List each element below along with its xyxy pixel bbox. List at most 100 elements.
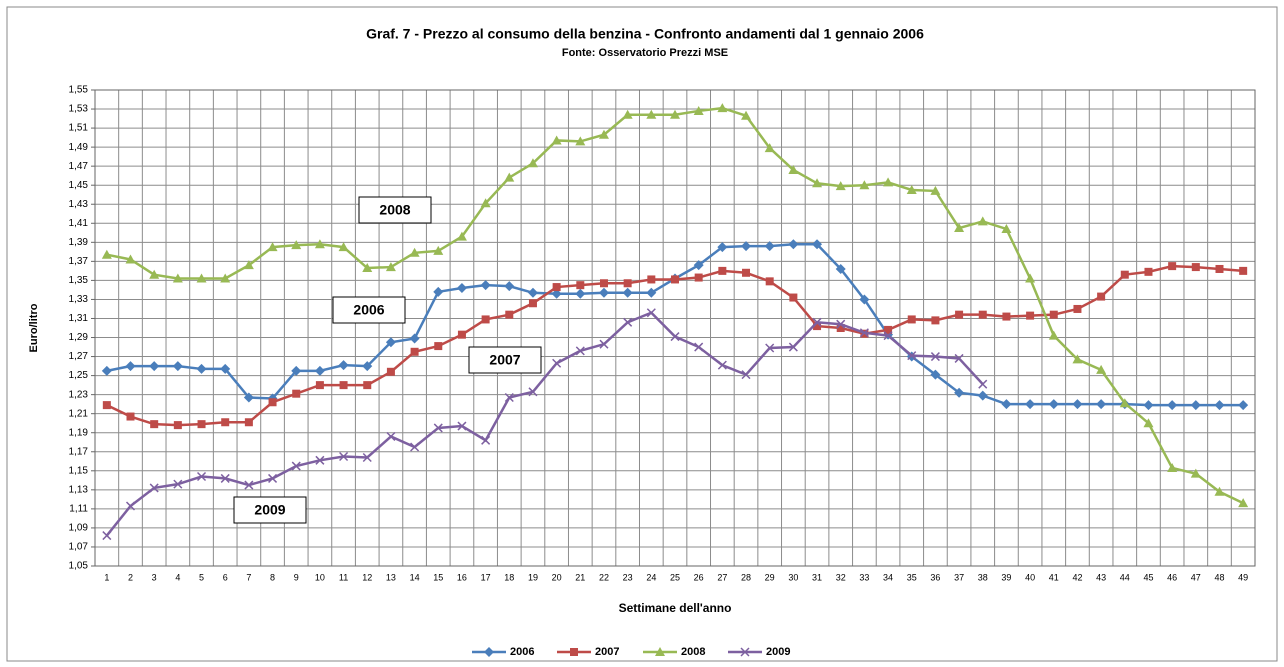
marker <box>480 198 491 208</box>
x-tick-label: 46 <box>1167 572 1177 582</box>
marker <box>315 455 325 465</box>
marker <box>220 473 230 483</box>
y-tick-label: 1,13 <box>69 484 89 495</box>
marker <box>655 647 665 656</box>
marker <box>197 471 207 482</box>
marker <box>836 324 845 332</box>
marker <box>102 531 112 541</box>
series <box>102 308 988 541</box>
marker <box>291 240 302 250</box>
marker <box>552 358 562 368</box>
marker <box>1215 264 1224 273</box>
marker <box>883 177 894 187</box>
marker <box>1001 399 1012 410</box>
y-tick-label: 1,17 <box>69 446 89 457</box>
marker <box>172 273 183 283</box>
x-tick-label: 32 <box>836 572 846 582</box>
marker <box>741 110 752 120</box>
marker <box>386 367 395 376</box>
y-tick-label: 1,41 <box>69 218 89 229</box>
marker <box>930 369 941 380</box>
marker <box>836 319 846 329</box>
x-tick-label: 49 <box>1238 572 1248 582</box>
marker <box>670 332 680 342</box>
annotation: 2009 <box>254 502 285 518</box>
marker <box>930 185 941 195</box>
x-tick-label: 26 <box>694 572 704 582</box>
x-tick-label: 16 <box>457 572 467 582</box>
marker <box>172 361 183 372</box>
marker <box>647 275 656 284</box>
marker <box>955 310 964 319</box>
x-tick-label: 36 <box>930 572 940 582</box>
marker <box>764 241 775 252</box>
marker <box>527 158 538 168</box>
marker <box>456 283 467 294</box>
marker <box>599 279 608 288</box>
annotation: 2006 <box>353 302 384 318</box>
marker <box>1144 267 1153 276</box>
marker <box>978 379 988 389</box>
marker <box>149 483 159 493</box>
x-tick-label: 6 <box>223 572 228 582</box>
y-tick-label: 1,47 <box>69 161 89 172</box>
marker <box>149 269 160 279</box>
marker <box>694 342 704 352</box>
marker <box>835 263 846 274</box>
marker <box>646 308 656 318</box>
marker <box>575 136 586 146</box>
marker <box>292 389 301 398</box>
marker <box>978 310 987 319</box>
marker <box>434 342 443 351</box>
marker <box>742 268 751 277</box>
annotation: 2008 <box>379 202 410 218</box>
x-tick-label: 30 <box>788 572 798 582</box>
x-tick-label: 12 <box>362 572 372 582</box>
marker <box>1143 400 1154 411</box>
x-tick-label: 25 <box>670 572 680 582</box>
marker <box>717 242 728 253</box>
marker <box>433 423 443 433</box>
chart-title: Graf. 7 - Prezzo al consumo della benzin… <box>366 26 924 42</box>
x-tick-label: 39 <box>1001 572 1011 582</box>
marker <box>101 249 112 259</box>
marker <box>622 109 633 119</box>
marker <box>740 647 750 657</box>
x-tick-label: 42 <box>1072 572 1082 582</box>
marker <box>551 288 562 299</box>
marker <box>1191 263 1200 272</box>
marker <box>1097 292 1106 301</box>
x-tick-label: 19 <box>528 572 538 582</box>
marker <box>291 461 301 471</box>
marker <box>551 135 562 145</box>
x-tick-label: 21 <box>575 572 585 582</box>
marker <box>338 360 349 371</box>
marker <box>243 260 254 270</box>
marker <box>504 392 514 403</box>
marker <box>1049 310 1058 319</box>
marker <box>125 361 136 372</box>
marker <box>1167 400 1178 411</box>
marker <box>789 293 798 302</box>
x-tick-label: 20 <box>552 572 562 582</box>
x-tick-label: 23 <box>623 572 633 582</box>
marker <box>576 281 585 290</box>
x-axis-label: Settimane dell'anno <box>619 601 732 615</box>
x-tick-label: 47 <box>1191 572 1201 582</box>
marker <box>457 421 467 431</box>
marker <box>410 442 420 452</box>
y-tick-label: 1,19 <box>69 427 89 438</box>
y-tick-label: 1,39 <box>69 237 89 248</box>
y-tick-label: 1,15 <box>69 465 89 476</box>
y-tick-label: 1,29 <box>69 332 89 343</box>
marker <box>1025 273 1036 283</box>
marker <box>788 239 799 250</box>
annotation-box <box>358 196 432 224</box>
y-tick-label: 1,43 <box>69 199 89 210</box>
y-tick-label: 1,33 <box>69 294 89 305</box>
x-tick-label: 10 <box>315 572 325 582</box>
marker <box>385 262 396 272</box>
marker <box>173 479 183 489</box>
series <box>101 239 1249 411</box>
